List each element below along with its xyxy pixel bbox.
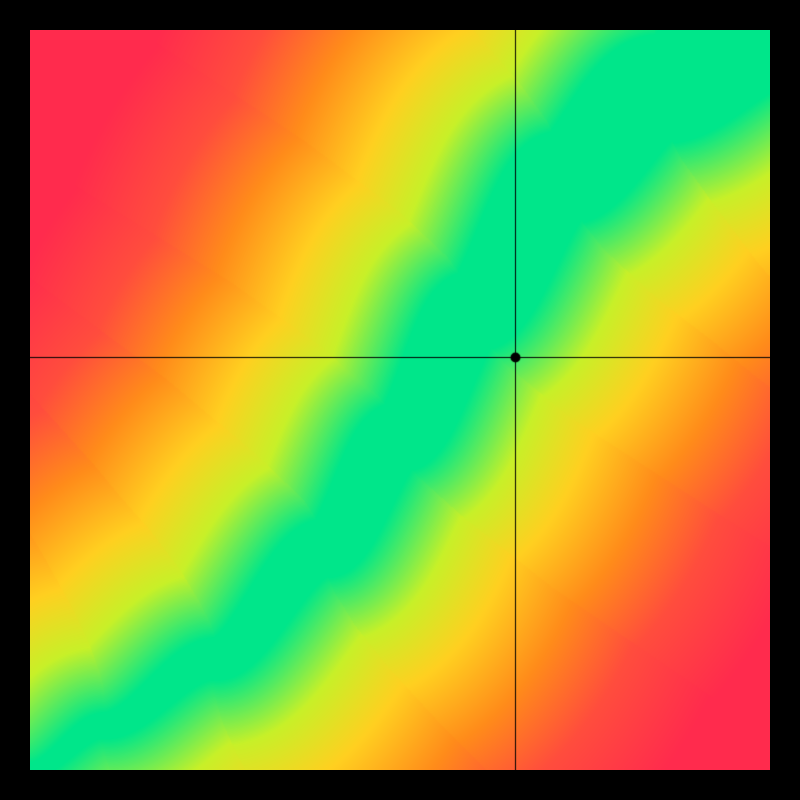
bottleneck-heatmap: [30, 30, 770, 770]
site-credit: TheBottleneck.com: [591, 4, 780, 28]
plot-area: [30, 30, 770, 770]
